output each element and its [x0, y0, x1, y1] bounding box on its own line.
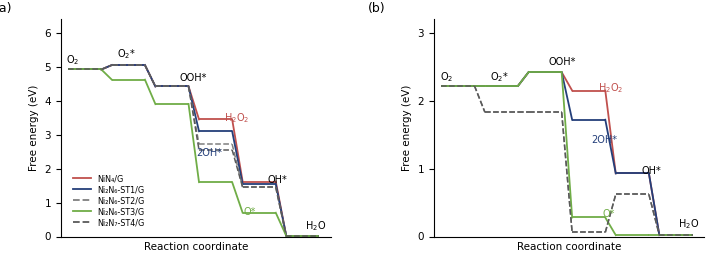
Text: H$_2$O$_2$: H$_2$O$_2$	[225, 111, 250, 125]
Text: H$_2$O: H$_2$O	[305, 219, 326, 233]
Text: H$_2$O$_2$: H$_2$O$_2$	[598, 82, 623, 95]
Text: 2OH*: 2OH*	[196, 148, 222, 158]
Text: H$_2$O: H$_2$O	[678, 217, 699, 231]
Text: (a): (a)	[0, 2, 12, 15]
Text: O$_2$*: O$_2$*	[117, 47, 136, 61]
Y-axis label: Free energy (eV): Free energy (eV)	[402, 85, 412, 171]
Text: O$_2$*: O$_2$*	[490, 71, 509, 84]
Y-axis label: Free energy (eV): Free energy (eV)	[29, 85, 39, 171]
Text: O*: O*	[603, 209, 615, 219]
X-axis label: Reaction coordinate: Reaction coordinate	[144, 242, 248, 252]
Text: OH*: OH*	[268, 175, 287, 186]
Text: O$_2$: O$_2$	[66, 53, 80, 67]
Text: 2OH*: 2OH*	[591, 135, 617, 145]
Legend: NiN₄/G, Ni₂N₆-ST1/G, Ni₂N₆-ST2/G, Ni₂N₆-ST3/G, Ni₂N₇-ST4/G: NiN₄/G, Ni₂N₆-ST1/G, Ni₂N₆-ST2/G, Ni₂N₆-…	[70, 171, 148, 230]
X-axis label: Reaction coordinate: Reaction coordinate	[517, 242, 621, 252]
Text: (b): (b)	[368, 2, 385, 15]
Text: OH*: OH*	[642, 166, 661, 176]
Text: OOH*: OOH*	[548, 57, 576, 67]
Text: O$_2$: O$_2$	[440, 71, 453, 84]
Text: O*: O*	[244, 207, 256, 217]
Text: OOH*: OOH*	[180, 73, 207, 83]
